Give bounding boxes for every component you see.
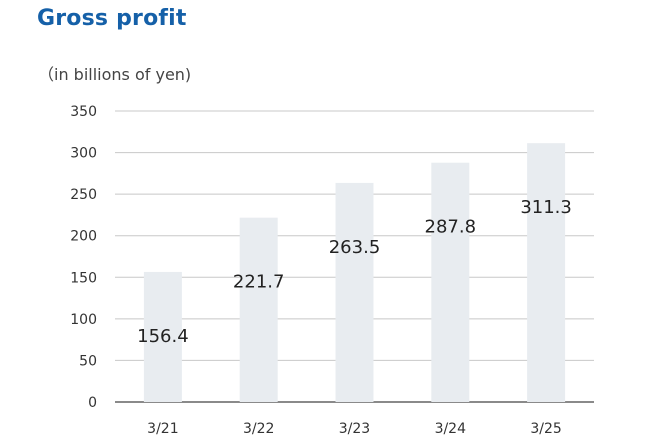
data-label: 156.4 bbox=[137, 326, 189, 347]
data-labels: 156.4 221.7 263.5 287.8 311.3 bbox=[137, 197, 572, 347]
y-tick-label: 0 bbox=[88, 395, 97, 411]
y-tick-label: 150 bbox=[70, 270, 97, 286]
unit-label: （in billions of yen) bbox=[38, 65, 192, 84]
bar bbox=[335, 182, 374, 402]
x-tick-label: 3/24 bbox=[435, 421, 467, 437]
bars bbox=[143, 143, 566, 403]
bar bbox=[143, 271, 182, 402]
y-tick-label: 200 bbox=[70, 229, 97, 245]
data-label: 221.7 bbox=[233, 272, 285, 293]
y-tick-label: 300 bbox=[70, 146, 97, 162]
data-label: 311.3 bbox=[520, 197, 572, 218]
chart-title: Gross profit bbox=[37, 6, 187, 31]
x-tick-label: 3/21 bbox=[147, 421, 178, 437]
bar bbox=[431, 162, 470, 402]
x-tick-label: 3/23 bbox=[339, 421, 370, 437]
y-tick-label: 250 bbox=[70, 187, 97, 203]
y-tick-label: 350 bbox=[70, 104, 97, 120]
x-axis-ticks: 3/21 3/22 3/23 3/24 3/25 bbox=[147, 421, 562, 437]
bar bbox=[239, 217, 278, 402]
data-label: 263.5 bbox=[329, 237, 381, 258]
data-label: 287.8 bbox=[425, 217, 477, 238]
x-tick-label: 3/22 bbox=[243, 421, 274, 437]
bar bbox=[527, 143, 566, 403]
x-tick-label: 3/25 bbox=[530, 421, 561, 437]
y-axis-ticks: 0 50 100 150 200 250 300 350 bbox=[70, 104, 97, 411]
y-tick-label: 50 bbox=[79, 353, 97, 369]
y-tick-label: 100 bbox=[70, 312, 97, 328]
